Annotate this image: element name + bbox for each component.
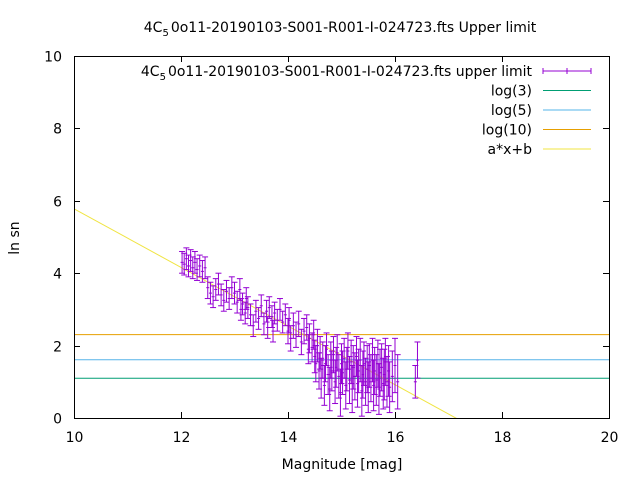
data-point xyxy=(375,363,382,415)
data-point xyxy=(378,343,385,392)
data-point xyxy=(381,348,388,401)
data-point xyxy=(337,368,344,417)
data-point xyxy=(348,339,355,385)
y-tick-label: 10 xyxy=(44,50,62,66)
data-point xyxy=(210,285,217,309)
data-point xyxy=(392,337,398,394)
data-point xyxy=(239,292,246,316)
data-point xyxy=(204,276,211,300)
data-point xyxy=(196,254,203,278)
data-point xyxy=(185,254,192,278)
data-point xyxy=(293,321,300,348)
data-point xyxy=(394,354,401,410)
chart-title: 4C5 0o11-20190103-S001-R001-I-024723.fts … xyxy=(144,20,537,39)
x-axis: 10 12 14 16 18 20 xyxy=(66,56,619,446)
data-point xyxy=(212,278,219,301)
data-point xyxy=(218,283,225,307)
data-point xyxy=(301,317,308,345)
legend-label: a*x+b xyxy=(488,142,533,158)
data-point xyxy=(260,312,267,336)
legend: 4C5 0o11-20190103-S001-R001-I-024723.fts … xyxy=(141,64,592,158)
data-point xyxy=(244,296,251,319)
data-point xyxy=(181,252,188,276)
data-point xyxy=(250,314,257,338)
data-point xyxy=(338,343,345,385)
data-point xyxy=(228,276,235,300)
x-tick-label: 16 xyxy=(387,430,405,446)
x-tick-label: 14 xyxy=(280,430,298,446)
x-tick-label: 10 xyxy=(66,430,84,446)
data-point xyxy=(311,339,318,374)
data-point xyxy=(242,301,249,325)
y-axis-label: ln sn xyxy=(7,221,23,254)
data-point xyxy=(236,278,243,301)
y-tick-label: 2 xyxy=(53,340,62,356)
data-point xyxy=(322,345,329,383)
data-point xyxy=(383,355,390,408)
y-tick-label: 0 xyxy=(53,412,62,428)
data-point xyxy=(223,279,230,303)
y-axis: 0 2 4 6 8 10 xyxy=(44,50,609,428)
x-tick-label: 20 xyxy=(601,430,619,446)
x-tick-label: 18 xyxy=(494,430,512,446)
data-point xyxy=(370,359,377,412)
data-point xyxy=(414,341,421,379)
data-point xyxy=(271,301,278,325)
data-point xyxy=(312,345,319,383)
data-point xyxy=(231,281,238,305)
legend-label: 4C5 0o11-20190103-S001-R001-I-024723.fts … xyxy=(141,64,533,83)
legend-label: log(3) xyxy=(491,84,532,100)
legend-sample-errorbar xyxy=(542,68,592,74)
x-tick-label: 12 xyxy=(173,430,191,446)
plot-frame xyxy=(74,56,610,419)
data-point xyxy=(290,312,297,339)
data-point xyxy=(333,346,340,388)
y-tick-label: 6 xyxy=(53,195,62,211)
data-point xyxy=(279,310,286,334)
data-point xyxy=(252,299,259,323)
data-point xyxy=(255,307,262,330)
data-point xyxy=(202,256,209,280)
data-point xyxy=(285,317,291,345)
data-point xyxy=(314,328,321,363)
data-point xyxy=(220,288,227,312)
data-point xyxy=(306,323,313,354)
plot-area xyxy=(74,208,609,418)
legend-label: log(5) xyxy=(491,103,532,119)
data-point xyxy=(276,298,283,321)
data-point xyxy=(234,290,241,314)
legend-label: log(10) xyxy=(482,123,532,139)
data-point xyxy=(298,328,305,356)
data-point xyxy=(386,361,393,414)
data-point xyxy=(282,303,289,327)
data-point xyxy=(266,296,273,319)
data-point xyxy=(385,345,392,397)
y-tick-label: 8 xyxy=(53,122,62,138)
data-point xyxy=(389,350,396,403)
x-axis-label: Magnitude [mag] xyxy=(282,457,403,473)
data-point xyxy=(295,310,302,338)
y-tick-label: 4 xyxy=(53,267,62,283)
